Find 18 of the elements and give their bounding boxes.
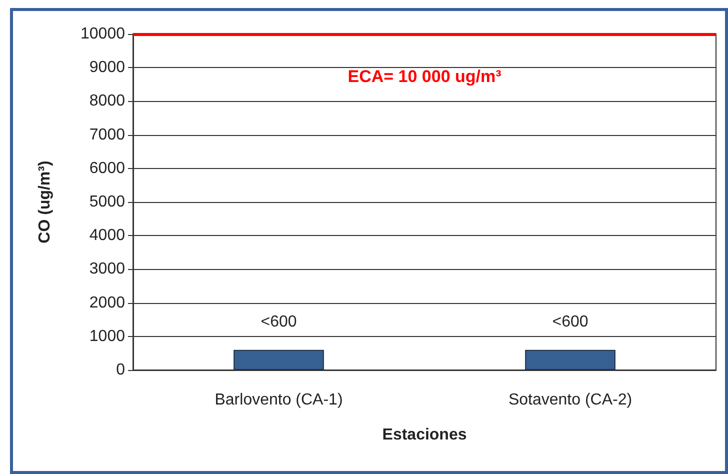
- y-tick-label: 7000: [89, 126, 126, 144]
- y-tick-label: 8000: [89, 92, 126, 110]
- data-label: <600: [552, 313, 588, 330]
- y-tick-label: 0: [116, 362, 126, 378]
- y-tick-label: 2000: [89, 294, 126, 312]
- y-tick-label: 1000: [89, 328, 126, 345]
- y-tick-label: 4000: [89, 227, 126, 244]
- y-tick-label: 9000: [89, 59, 126, 76]
- y-axis-title: CO (ug/m³): [36, 160, 54, 244]
- x-tick-label: Barlovento (CA-1): [214, 392, 343, 408]
- x-axis-title: Estaciones: [382, 426, 467, 444]
- y-tick-label: 6000: [89, 160, 126, 177]
- x-tick-label: Sotavento (CA-2): [508, 392, 632, 408]
- y-tick-label: 10000: [80, 26, 126, 42]
- y-tick-label: 5000: [89, 194, 126, 210]
- data-label: <600: [260, 313, 297, 330]
- y-tick-label: 3000: [89, 260, 126, 278]
- ref-line-label: ECA= 10 000 ug/m³: [348, 67, 502, 86]
